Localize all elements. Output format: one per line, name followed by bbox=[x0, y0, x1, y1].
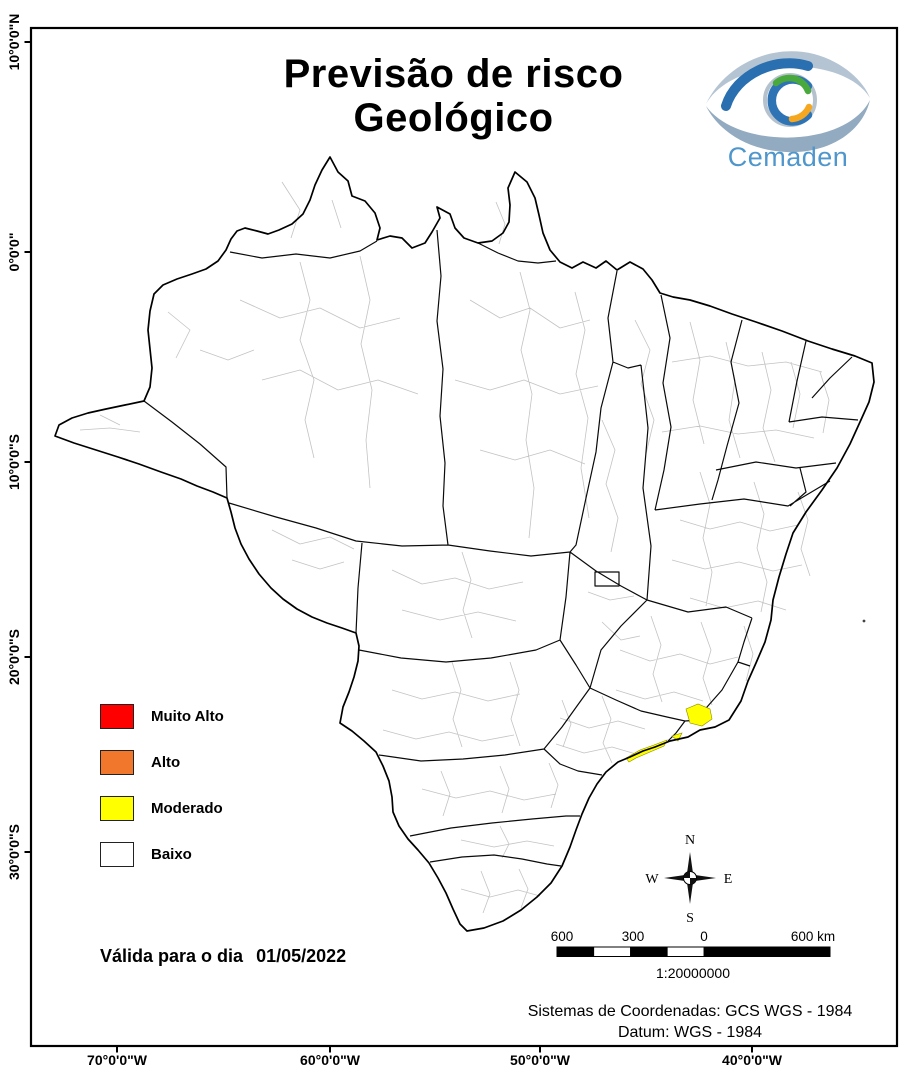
lon-label-50w: 50°0'0"W bbox=[510, 1052, 570, 1068]
scale-label-600km: 600 km bbox=[791, 929, 835, 944]
graticule-ticks bbox=[24, 41, 753, 1053]
cemaden-eye-icon bbox=[706, 51, 870, 153]
legend-swatch-moderado bbox=[100, 795, 134, 821]
risk-legend: Muito Alto Alto Moderado Baixo bbox=[100, 703, 224, 887]
legend-swatch-muito-alto bbox=[100, 703, 134, 729]
map-title-line-1: Previsão de risco bbox=[283, 52, 624, 96]
compass-south-label: S bbox=[686, 911, 694, 926]
legend-label-moderado: Moderado bbox=[151, 799, 223, 817]
legend-label-muito-alto: Muito Alto bbox=[151, 707, 224, 725]
scale-bar: 600 300 0 600 km 1:20000000 bbox=[551, 929, 835, 981]
crs-info: Sistemas de Coordenadas: GCS WGS - 1984 … bbox=[470, 1002, 907, 1044]
island-dot bbox=[862, 619, 866, 623]
legend-label-alto: Alto bbox=[151, 753, 181, 771]
brazil-outline bbox=[54, 156, 875, 932]
compass-rose: N S W E bbox=[645, 833, 732, 926]
lon-label-40w: 40°0'0"W bbox=[722, 1052, 782, 1068]
compass-center-checker bbox=[683, 871, 697, 885]
lat-label-30s: 30°0'0"S bbox=[6, 823, 22, 881]
lon-label-70w: 70°0'0"W bbox=[87, 1052, 147, 1068]
compass-west-label: W bbox=[645, 872, 659, 887]
compass-east-label: E bbox=[724, 872, 733, 887]
legend-swatch-baixo bbox=[100, 841, 134, 867]
legend-swatch-alto bbox=[100, 749, 134, 775]
state-borders bbox=[143, 229, 859, 867]
lon-label-60w: 60°0'0"W bbox=[300, 1052, 360, 1068]
scale-label-300: 300 bbox=[622, 929, 645, 944]
validity-label: Válida para o dia bbox=[100, 946, 244, 966]
legend-item-muito-alto: Muito Alto bbox=[100, 703, 224, 729]
scale-ratio: 1:20000000 bbox=[656, 965, 730, 981]
cemaden-wordmark: Cemaden bbox=[727, 142, 849, 172]
brazil-landmass bbox=[55, 157, 874, 931]
validity-note: Válida para o dia 01/05/2022 bbox=[100, 946, 346, 967]
crs-line-2: Datum: WGS - 1984 bbox=[617, 1023, 763, 1041]
legend-label-baixo: Baixo bbox=[151, 845, 192, 863]
lat-label-10n: 10°0'0"N bbox=[6, 13, 22, 71]
legend-item-baixo: Baixo bbox=[100, 841, 224, 867]
map-frame bbox=[29, 26, 899, 1048]
map-title: Previsão de risco Geológico bbox=[0, 52, 907, 140]
crs-line-1: Sistemas de Coordenadas: GCS WGS - 1984 bbox=[527, 1003, 853, 1020]
lat-label-10s: 10°0'0"S bbox=[6, 433, 22, 491]
moderate-risk-areas bbox=[625, 703, 713, 763]
scale-label-0: 0 bbox=[700, 929, 708, 944]
map-title-line-2: Geológico bbox=[353, 96, 554, 140]
legend-item-moderado: Moderado bbox=[100, 795, 224, 821]
legend-item-alto: Alto bbox=[100, 749, 224, 775]
validity-date: 01/05/2022 bbox=[256, 946, 347, 966]
scale-label-600-left: 600 bbox=[551, 929, 574, 944]
lat-label-0: 0°0'0" bbox=[6, 232, 22, 272]
compass-north-label: N bbox=[685, 833, 695, 848]
municipal-borders bbox=[79, 181, 830, 914]
lat-label-20s: 20°0'0"S bbox=[6, 628, 22, 686]
